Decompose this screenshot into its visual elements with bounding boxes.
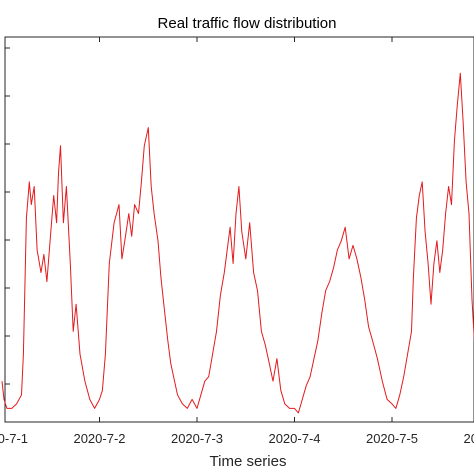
x-tick-label: 2020-7-6	[463, 431, 474, 446]
x-tick-label: 2020-7-5	[366, 431, 418, 446]
chart-title: Real traffic flow distribution	[158, 15, 337, 32]
y-axis-ticks	[5, 47, 10, 385]
x-tick-label: 2020-7-3	[171, 431, 223, 446]
plot-area-border	[4, 36, 474, 423]
series-group	[1, 72, 474, 414]
x-axis-label: Time series	[210, 453, 287, 470]
plot-frame	[4, 36, 474, 423]
x-axis-ticks	[99, 37, 393, 422]
x-tick-label: 2020-7-4	[268, 431, 320, 446]
x-tick-label: 2020-7-1	[0, 431, 28, 446]
x-axis-tick-labels: 2020-7-1 2020-7-2 2020-7-3 2020-7-4 2020-7-5…	[0, 431, 474, 446]
series-line	[1, 72, 474, 414]
x-tick-label: 2020-7-2	[73, 431, 125, 446]
